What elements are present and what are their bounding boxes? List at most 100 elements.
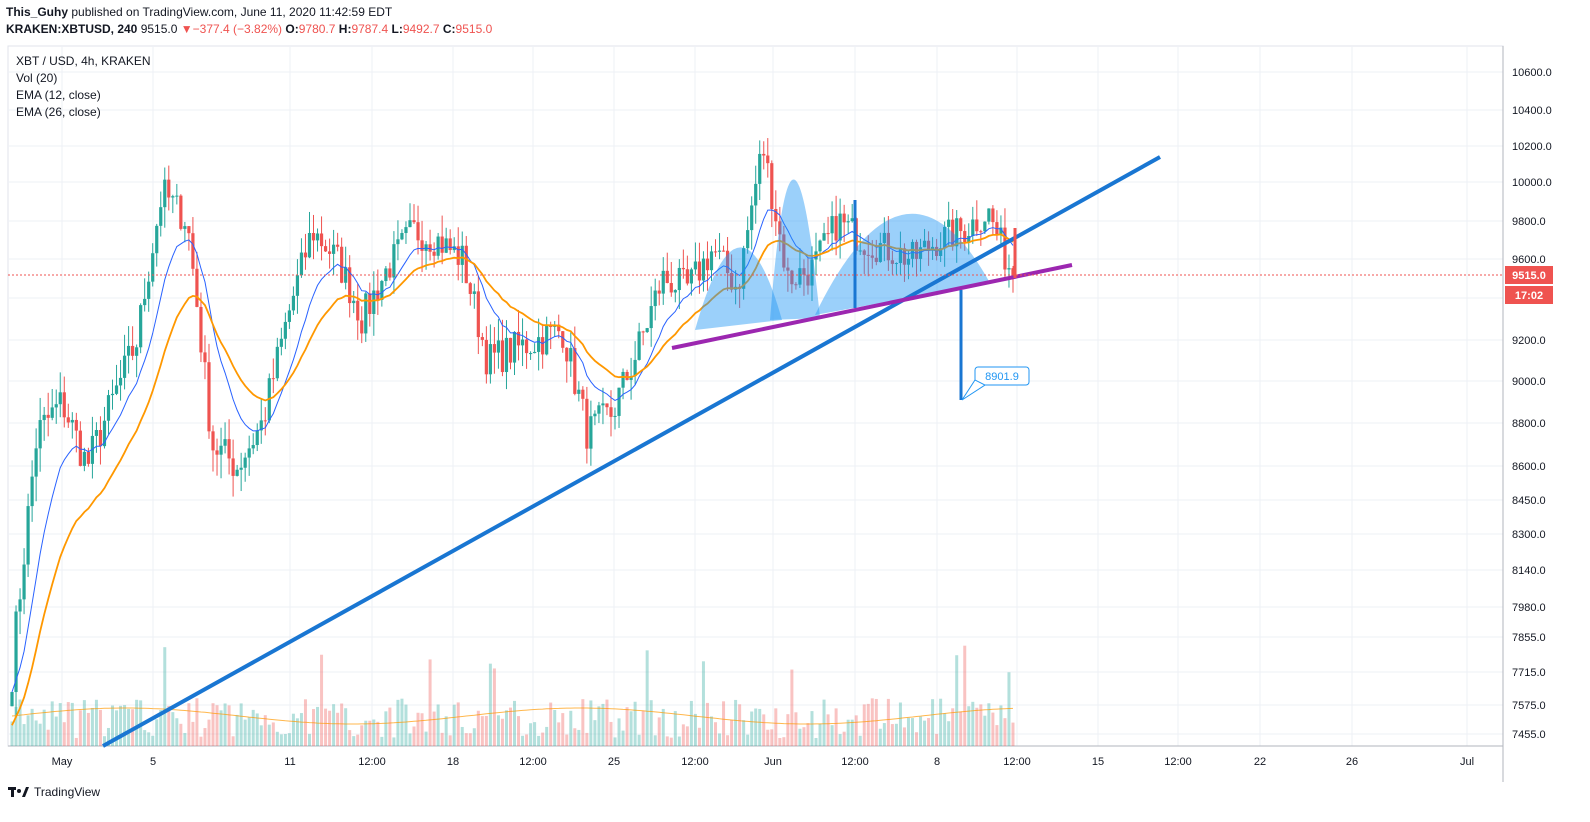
candle-body: [255, 430, 259, 446]
candle-body: [645, 328, 649, 333]
open-value: 9780.7: [298, 22, 336, 36]
candle-body: [38, 420, 42, 449]
volume-bar: [790, 669, 794, 746]
volume-bar: [259, 725, 263, 746]
candle-body: [906, 258, 911, 265]
volume-bar: [657, 717, 661, 746]
candle-body: [66, 417, 70, 423]
volume-bar: [625, 707, 629, 746]
candle-body: [557, 324, 561, 332]
volume-bar: [557, 722, 561, 746]
volume-bar: [693, 713, 697, 746]
volume-bar: [874, 698, 878, 746]
candle-body: [613, 415, 617, 417]
volume-bar: [38, 723, 42, 746]
volume-bar: [806, 723, 810, 746]
volume-bar: [629, 711, 633, 746]
volume-bar: [746, 734, 750, 746]
volume-bar: [561, 713, 565, 746]
volume-bar: [440, 732, 444, 746]
volume-bar: [484, 715, 488, 746]
author-name[interactable]: This_Guhy: [6, 5, 69, 19]
candle-body: [106, 395, 111, 421]
volume-bar: [384, 711, 388, 746]
candle-body: [86, 451, 90, 464]
volume-bar: [701, 661, 705, 746]
volume-bar: [709, 716, 713, 746]
candle-body: [199, 306, 203, 353]
volume-bar: [573, 728, 577, 746]
candle-body: [561, 331, 565, 348]
volume-bar: [316, 706, 320, 746]
candle-body: [508, 337, 513, 363]
candle-body: [452, 246, 456, 251]
candle-body: [653, 290, 657, 307]
candle-body: [187, 226, 191, 234]
volume-bar: [275, 731, 279, 746]
volume-bar: [991, 712, 995, 746]
footer-brand[interactable]: TradingView: [34, 785, 101, 799]
volume-bar: [504, 710, 508, 746]
time-tick-label: 15: [1092, 756, 1104, 768]
volume-bar: [521, 735, 525, 746]
candle-body: [709, 251, 714, 271]
candle-body: [926, 240, 931, 251]
candle-body: [303, 252, 308, 258]
volume-bar: [62, 722, 66, 746]
candle-body: [770, 163, 774, 209]
candle-body: [336, 244, 340, 247]
volume-bar: [111, 705, 115, 746]
volume-bar: [291, 713, 295, 746]
volume-bar: [408, 733, 412, 746]
time-tick-label: 12:00: [681, 756, 709, 768]
candle-body: [460, 245, 464, 265]
candle-body: [794, 284, 798, 286]
candle-body: [898, 248, 903, 264]
candle-body: [665, 270, 669, 284]
candle-body: [681, 267, 685, 270]
legend-ema12[interactable]: EMA (12, close): [16, 88, 101, 102]
candle-body: [746, 230, 750, 249]
volume-bar: [119, 705, 123, 746]
candle-body: [641, 331, 645, 333]
volume-bar: [46, 729, 50, 746]
volume-bars: [10, 645, 1015, 746]
volume-bar: [959, 711, 963, 746]
time-tick-label: 12:00: [358, 756, 386, 768]
legend-ema26[interactable]: EMA (26, close): [16, 105, 101, 119]
volume-bar: [886, 698, 890, 746]
volume-bar: [251, 709, 255, 746]
candle-body: [758, 153, 762, 184]
legend-volume[interactable]: Vol (20): [16, 71, 58, 85]
time-tick-label: 25: [608, 756, 620, 768]
price-tick-label: 7855.0: [1512, 632, 1546, 644]
candle-body: [356, 300, 360, 321]
target-label: 8901.9: [985, 371, 1019, 383]
candle-body: [299, 252, 304, 276]
volume-bar: [70, 702, 74, 746]
candle-body: [673, 290, 677, 293]
candle-body: [211, 431, 215, 451]
candle-body: [126, 345, 131, 356]
candle-body: [862, 250, 866, 255]
volume-bar: [955, 655, 959, 746]
volume-bar: [613, 737, 617, 746]
candle-body: [472, 291, 476, 294]
candle-body: [585, 398, 589, 449]
legend-symbol[interactable]: XBT / USD, 4h, KRAKEN: [16, 54, 151, 68]
volume-bar: [444, 716, 448, 746]
candle-body: [26, 506, 30, 565]
volume-bar: [199, 736, 203, 746]
time-tick-label: Jul: [1460, 756, 1474, 768]
volume-bar: [271, 722, 275, 746]
candle-body: [922, 240, 927, 248]
candle-body: [629, 376, 633, 380]
volume-bar: [364, 720, 368, 746]
candle-body: [890, 260, 894, 264]
volume-bar: [774, 708, 778, 746]
volume-bar: [191, 721, 195, 746]
candle-body: [155, 225, 159, 254]
volume-bar: [585, 732, 589, 746]
candle-body: [388, 268, 392, 278]
